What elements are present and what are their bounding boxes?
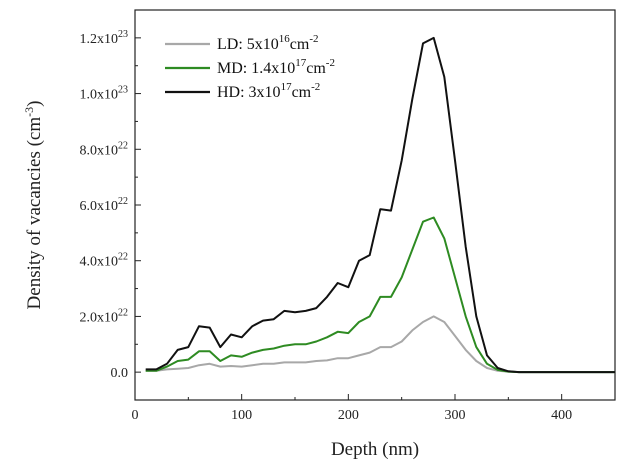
y-tick-exponent: 23 (118, 85, 128, 96)
y-tick-label: 1.0x1023 (80, 85, 129, 103)
y-tick-label: 0.0 (111, 366, 129, 381)
y-tick-mantissa: 8.0x10 (80, 143, 119, 158)
y-tick-mantissa: 4.0x10 (80, 255, 119, 270)
y-tick-label: 1.2x1023 (80, 29, 129, 47)
y-tick-mantissa: 2.0x10 (80, 310, 119, 325)
series-line-ld (145, 315, 615, 374)
axis-ticks: 0 100 200 300 4000.02.0x10224.0x10226.0x1022… (80, 29, 573, 423)
legend-label-mid: cm (292, 84, 312, 101)
x-tick-label: 300 (445, 408, 466, 423)
y-tick-mantissa: 1.2x10 (80, 32, 119, 47)
legend: LD: 5x1016cm-2MD: 1.4x1017cm-2HD: 3x1017… (165, 33, 335, 101)
legend-label-md: MD: 1.4x1017cm-2 (217, 57, 335, 77)
legend-label-mid: cm (306, 60, 326, 77)
y-tick-mantissa: 1.0x10 (80, 88, 119, 103)
legend-label-hd: HD: 3x1017cm-2 (217, 81, 320, 101)
x-tick-label: 200 (338, 408, 359, 423)
legend-label-prefix: LD: 5x10 (217, 36, 279, 53)
legend-label-exp2: -2 (309, 33, 318, 45)
y-tick-exponent: 22 (118, 252, 128, 263)
y-tick-label: 2.0x1022 (80, 307, 129, 325)
legend-label-prefix: MD: 1.4x10 (217, 60, 295, 77)
y-tick-mantissa: 0.0 (111, 366, 129, 381)
x-tick-label: 0 (132, 408, 139, 423)
legend-label-exp1: 16 (279, 33, 291, 45)
legend-label-exp1: 17 (295, 57, 307, 69)
legend-label-exp2: -2 (311, 81, 320, 93)
y-tick-mantissa: 6.0x10 (80, 199, 119, 214)
legend-label-ld: LD: 5x1016cm-2 (217, 33, 319, 53)
y-tick-label: 6.0x1022 (80, 196, 129, 214)
series-line-md (145, 216, 615, 374)
x-tick-label: 100 (231, 408, 252, 423)
legend-label-mid: cm (290, 36, 310, 53)
series-layer (145, 36, 615, 374)
x-axis-title: Depth (nm) (331, 439, 419, 460)
y-tick-exponent: 22 (118, 307, 128, 318)
y-axis-title: Density of vacancies (cm-3) (22, 101, 45, 310)
legend-label-exp1: 17 (281, 81, 293, 93)
y-axis-title-close: ) (24, 101, 45, 107)
legend-label-prefix: HD: 3x10 (217, 84, 281, 101)
x-tick-label: 400 (551, 408, 572, 423)
y-axis-title-exp: -3 (22, 107, 36, 117)
y-tick-exponent: 23 (118, 29, 128, 40)
y-tick-label: 4.0x1022 (80, 252, 129, 270)
y-axis-title-main: Density of vacancies (cm (24, 117, 45, 310)
y-tick-exponent: 22 (118, 196, 128, 207)
legend-label-exp2: -2 (326, 57, 335, 69)
y-tick-exponent: 22 (118, 140, 128, 151)
series-line-hd (145, 36, 615, 374)
y-tick-label: 8.0x1022 (80, 140, 129, 158)
